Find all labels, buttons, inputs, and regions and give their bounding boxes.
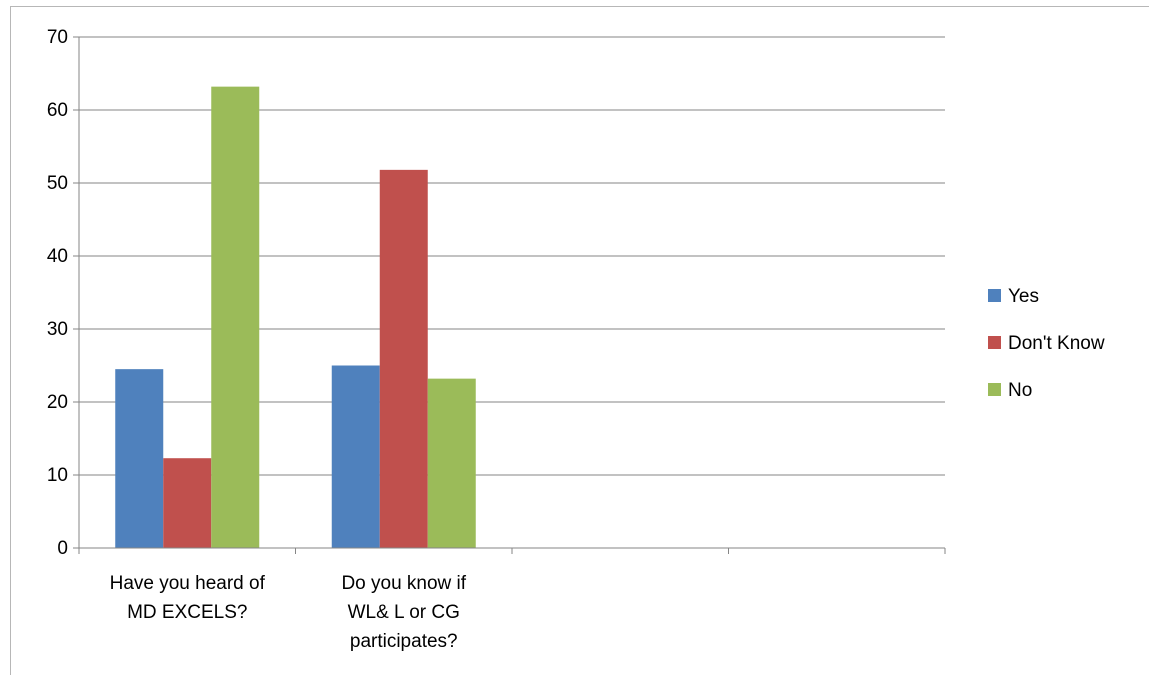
bar-no-1: [427, 378, 476, 548]
y-tick-label: 60: [47, 100, 68, 121]
y-tick-label: 50: [47, 173, 68, 194]
gridlines: [79, 36, 945, 476]
axes: [73, 36, 946, 554]
bar-yes-1: [331, 365, 380, 548]
y-tick-label: 30: [47, 319, 68, 340]
legend-label: No: [1008, 380, 1032, 401]
chart-frame: [10, 6, 1149, 675]
y-tick-label: 0: [57, 538, 68, 559]
axis-labels: 0 10 20 30 40 50 60 70 Have you heard of MD EXCEL…: [47, 27, 467, 652]
bar-don-t-know-1: [379, 169, 428, 549]
x-category-label: WL& L or CG: [348, 602, 460, 623]
bar-don-t-know-0: [163, 458, 212, 548]
legend-swatch: [988, 336, 1001, 349]
legend-swatch: [988, 383, 1001, 396]
bar-yes-0: [115, 369, 164, 548]
y-tick-label: 40: [47, 246, 68, 267]
x-category-label: participates?: [350, 631, 458, 652]
bars: [115, 86, 476, 549]
legend-swatch: [988, 289, 1001, 302]
x-category-label: Have you heard of: [110, 573, 266, 594]
x-category-label: Do you know if: [341, 573, 466, 594]
x-category-label: MD EXCELS?: [127, 602, 247, 623]
y-tick-label: 70: [47, 27, 68, 48]
legend-label: Don't Know: [1008, 333, 1105, 354]
legend-label: Yes: [1008, 286, 1039, 307]
y-tick-label: 10: [47, 465, 68, 486]
bar-no-0: [211, 86, 260, 548]
y-tick-label: 20: [47, 392, 68, 413]
legend: Yes Don't Know No: [988, 286, 1105, 401]
